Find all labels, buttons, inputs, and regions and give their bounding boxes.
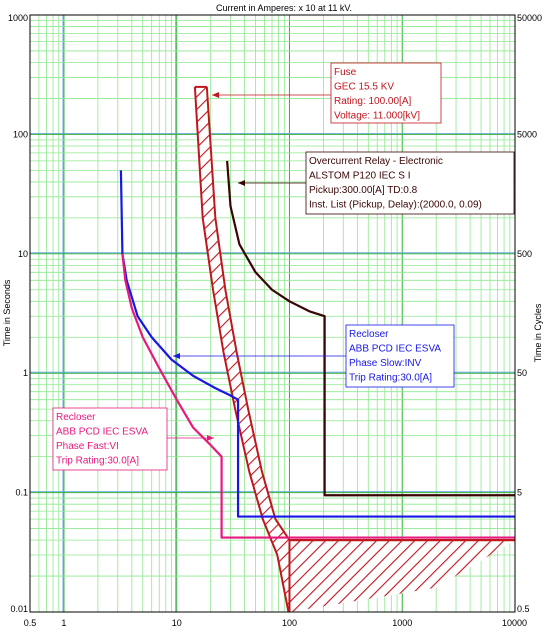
annotation-arrowhead — [238, 180, 245, 186]
series-recloser_fast — [121, 253, 515, 539]
y-tick-label: 0.01 — [10, 604, 28, 614]
series-recloser_slow — [119, 170, 515, 518]
y2-tick-label: 50 — [517, 368, 527, 378]
annotations: Fuse GEC 15.5 KV Rating: 100.00[A] Voltage:… — [52, 62, 515, 471]
y-tick-label: 10 — [18, 249, 28, 259]
y2-tick-label: 5 — [517, 488, 522, 498]
fuse-hatch-tail — [289, 540, 515, 612]
y2-tick-labels: 0.5 5 50 500 5000 50000 — [517, 13, 542, 614]
annotation-line: Rating: 100.00[A] — [334, 96, 411, 107]
annotation-relay: Overcurrent Relay - Electronic ALSTOM P12… — [238, 151, 515, 215]
annotation-line: Trip Rating:30.0[A] — [349, 373, 432, 384]
annotation-fuse: Fuse GEC 15.5 KV Rating: 100.00[A] Voltage:… — [212, 62, 442, 124]
annotation-box — [330, 62, 442, 124]
annotation-line: ABB PCD IEC ESVA — [349, 344, 441, 355]
annotation-arrowhead — [173, 353, 180, 359]
y-axis-label: Time in Seconds — [2, 279, 12, 346]
annotation-box — [345, 324, 455, 388]
annotation-box — [52, 407, 168, 471]
annotation-line: Recloser — [349, 329, 389, 340]
y2-axis-label: Time in Cycles — [533, 303, 543, 362]
annotation-line: Overcurrent Relay - Electronic — [309, 156, 443, 167]
y-tick-label: 100 — [13, 129, 28, 139]
plot-frame — [29, 14, 516, 613]
y-tick-label: 0.1 — [15, 488, 28, 498]
annotation-line: Trip Rating:30.0[A] — [56, 456, 139, 467]
annotation-line: Fuse — [334, 67, 357, 78]
series-group — [119, 85, 515, 613]
x-tick-label: 1 — [61, 618, 66, 628]
annotation-arrowhead — [212, 92, 219, 98]
x-tick-label: 0.5 — [24, 618, 37, 628]
annotation-arrowhead — [207, 435, 214, 441]
series-relay — [226, 160, 515, 497]
fuse-band — [194, 86, 515, 612]
y-tick-label: 1 — [23, 368, 28, 378]
fuse-band-hatch — [194, 86, 290, 612]
annotation-line: Pickup:300.00[A] TD:0.8 — [309, 185, 418, 196]
grid — [29, 15, 515, 613]
annotation-line: ALSTOM P120 IEC S I — [309, 171, 411, 182]
annotation-line: Phase Fast:VI — [56, 441, 119, 452]
annotation-line: Recloser — [56, 412, 96, 423]
x-tick-labels: 0.5 1 10 100 1000 10000 — [24, 618, 527, 628]
x-tick-label: 1000 — [392, 618, 412, 628]
annotation-line: Phase Slow:INV — [349, 358, 422, 369]
x-tick-label: 10000 — [502, 618, 527, 628]
y2-tick-label: 0.5 — [517, 604, 530, 614]
annotation-line: Voltage: 11.000[kV] — [334, 111, 420, 122]
y-tick-labels: 0.01 0.1 1 10 100 1000 — [8, 13, 28, 614]
series-fuse_max — [205, 86, 291, 612]
chart-title: Current in Amperes: x 10 at 11 kV. — [216, 3, 352, 13]
annotation-line: ABB PCD IEC ESVA — [56, 427, 148, 438]
annotation-line: GEC 15.5 KV — [334, 82, 394, 93]
y2-tick-label: 50000 — [517, 13, 542, 23]
y2-tick-label: 500 — [517, 249, 532, 259]
y-tick-label: 1000 — [8, 13, 28, 23]
annotation-line: Inst. List (Pickup, Delay):(2000.0, 0.09… — [309, 200, 482, 211]
x-tick-label: 10 — [172, 618, 182, 628]
x-tick-label: 100 — [282, 618, 297, 628]
annotation-box — [305, 151, 515, 215]
y2-tick-label: 5000 — [517, 129, 537, 139]
annotation-fast: Recloser ABB PCD IEC ESVA Phase Fast:VI Tri… — [52, 407, 214, 471]
annotation-slow: Recloser ABB PCD IEC ESVA Phase Slow:INV Tr… — [173, 324, 455, 388]
series-fuse_min — [193, 86, 290, 613]
